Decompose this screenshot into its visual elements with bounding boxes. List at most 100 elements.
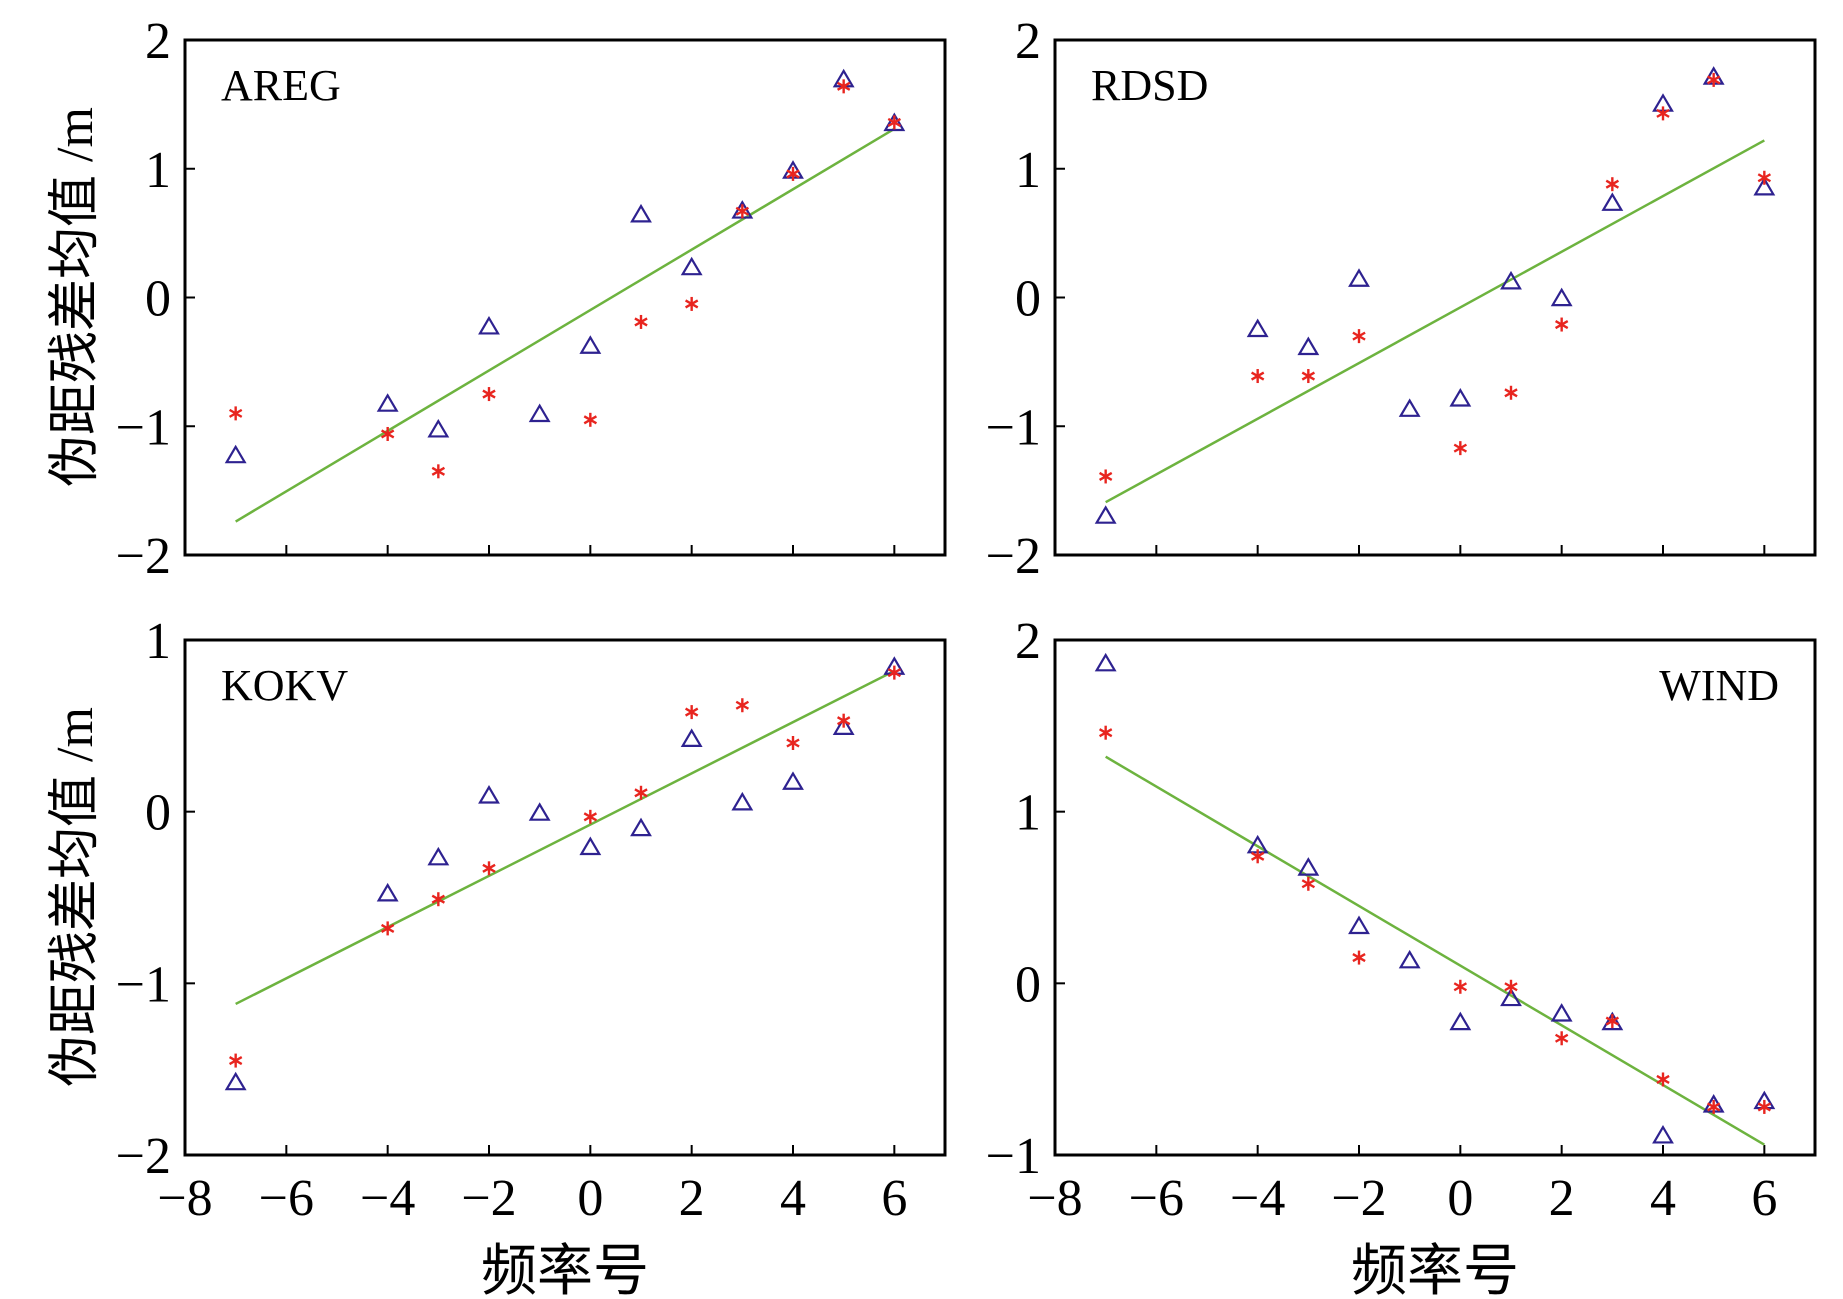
star-stroke — [634, 317, 648, 327]
y-tick-label: 1 — [1015, 142, 1041, 199]
y-tick-label: 2 — [1015, 613, 1041, 670]
star-stroke — [1504, 982, 1518, 992]
star-stroke — [1605, 1016, 1620, 1026]
y-tick-label: 0 — [145, 271, 171, 328]
y-tick-label: 1 — [1015, 785, 1041, 842]
star-stroke — [887, 668, 902, 678]
station-label: RDSD — [1091, 61, 1208, 110]
plot-frame — [183, 638, 947, 1157]
star-point — [887, 665, 902, 680]
plot-frame — [1053, 38, 1817, 557]
x-tick-label: −6 — [259, 1170, 314, 1227]
triangle-point — [1550, 1003, 1573, 1022]
star-point — [1453, 441, 1468, 456]
triangle-point — [1449, 388, 1472, 407]
triangle-point — [579, 836, 602, 856]
triangle-point — [376, 882, 399, 902]
star-point — [1301, 369, 1316, 384]
star-stroke — [1757, 1102, 1772, 1112]
x-tick-label: 4 — [780, 1170, 806, 1227]
x-tick-label: −8 — [1027, 1170, 1082, 1227]
x-tick-label: 2 — [679, 1170, 705, 1227]
plot-frame — [183, 38, 947, 557]
star-stroke — [380, 429, 395, 439]
triangle-point — [731, 791, 754, 811]
star-stroke — [583, 415, 598, 425]
star-stroke — [684, 299, 699, 309]
triangle-point — [1449, 1011, 1472, 1031]
triangle-point — [1246, 318, 1269, 338]
star-point — [380, 426, 395, 441]
y-tick-label: 1 — [145, 613, 171, 670]
triangle-point — [376, 393, 399, 412]
star-stroke — [1757, 173, 1772, 183]
x-tick-label: −4 — [360, 1170, 415, 1227]
star-stroke — [1656, 108, 1670, 118]
triangle-point — [680, 256, 703, 276]
star-stroke — [1250, 371, 1265, 381]
star-point — [228, 1053, 243, 1068]
station-label: WIND — [1659, 661, 1779, 710]
star-point — [380, 921, 395, 936]
star-point — [735, 204, 750, 219]
star-point — [634, 785, 648, 800]
star-point — [1656, 1072, 1670, 1087]
triangle-point — [478, 785, 500, 804]
star-stroke — [431, 894, 446, 904]
y-tick-label: −1 — [116, 956, 171, 1013]
fit-line — [235, 669, 895, 1006]
y-tick-label: −2 — [986, 528, 1041, 585]
triangle-point — [224, 444, 247, 464]
station-label: KOKV — [221, 661, 348, 710]
x-axis-title: 频率号 — [1351, 1241, 1519, 1299]
star-stroke — [482, 389, 496, 399]
triangle-point — [579, 335, 602, 354]
star-point — [634, 314, 648, 329]
star-point — [786, 166, 800, 181]
y-tick-label: 2 — [1015, 13, 1041, 70]
star-stroke — [786, 169, 800, 179]
star-point — [1656, 106, 1670, 121]
star-stroke — [1706, 1102, 1721, 1112]
y-axis-title: 伪距残差均值 /m — [47, 707, 104, 1087]
triangle-point — [1753, 176, 1776, 196]
y-tick-label: 1 — [145, 142, 171, 199]
star-point — [887, 115, 902, 130]
star-point — [1352, 329, 1366, 344]
triangle-point — [528, 802, 551, 821]
panel-wind: 2 1 0 −1−8 −6 −4 −2 0 2 4 6 WIND — [986, 613, 1817, 1227]
x-tick-label: 6 — [881, 1170, 907, 1227]
star-stroke — [1301, 371, 1316, 381]
triangle-point — [1601, 192, 1624, 211]
star-point — [1504, 385, 1518, 400]
star-point — [836, 713, 851, 728]
y-tick-label: 0 — [1015, 956, 1041, 1013]
star-point — [583, 809, 598, 824]
star-point — [684, 705, 699, 720]
triangle-point — [1500, 987, 1522, 1007]
star-stroke — [1656, 1074, 1670, 1085]
star-stroke — [1301, 879, 1316, 889]
star-point — [583, 412, 598, 427]
star-stroke — [1098, 728, 1113, 738]
triangle-point — [883, 112, 906, 132]
star-stroke — [684, 707, 699, 717]
star-point — [1605, 177, 1620, 192]
triangle-point — [528, 403, 551, 423]
star-point — [1605, 1014, 1620, 1029]
star-stroke — [836, 81, 851, 91]
triangle-point — [224, 1071, 247, 1091]
triangle-point — [427, 418, 450, 438]
star-point — [1098, 725, 1113, 740]
star-stroke — [786, 738, 800, 748]
star-point — [431, 464, 446, 479]
x-tick-label: −8 — [157, 1170, 212, 1227]
star-stroke — [836, 716, 851, 726]
star-stroke — [1453, 443, 1468, 453]
y-tick-label: −1 — [116, 399, 171, 456]
triangle-point — [1550, 287, 1573, 307]
star-stroke — [431, 466, 446, 476]
x-tick-label: 0 — [1447, 1170, 1473, 1227]
